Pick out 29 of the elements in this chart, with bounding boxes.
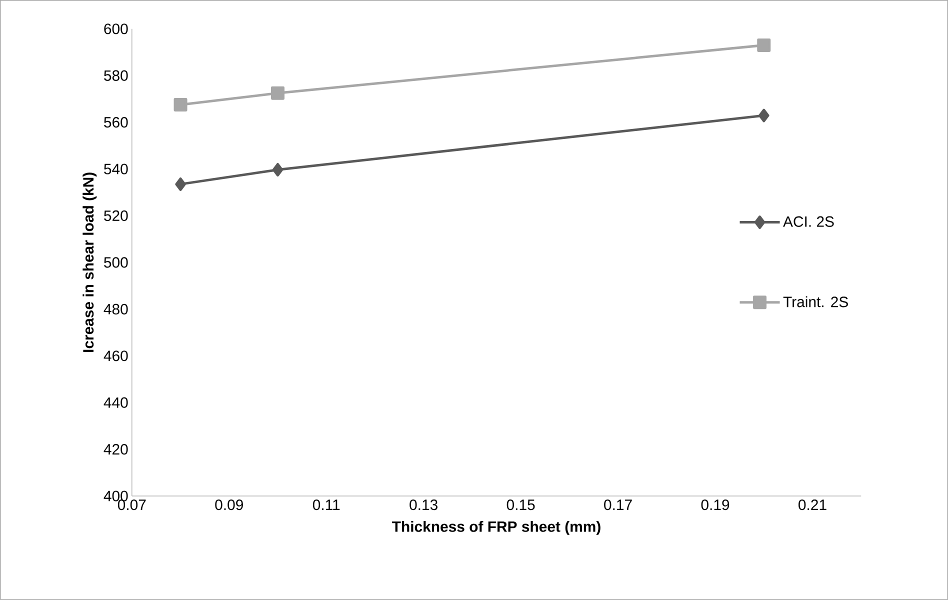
y-tick-label: 500 (104, 257, 128, 268)
x-tick-label: 0.09 (215, 500, 243, 510)
point (758, 108, 770, 122)
x-tick-label: 0.19 (701, 500, 730, 510)
x-tick-label: 0.17 (604, 500, 632, 510)
point (272, 163, 284, 177)
y-tick-label: 600 (104, 24, 128, 34)
x-tick-label: 0.15 (506, 500, 535, 510)
y-tick-label: 460 (104, 350, 128, 362)
x-tick-label: 0.11 (312, 500, 340, 510)
y-tick-label: 540 (104, 164, 128, 174)
y-tick-label: 420 (104, 444, 128, 455)
y-tick-label: 580 (104, 70, 128, 81)
legend-label: ACI. 2S (783, 216, 834, 227)
x-axis-title: Thickness of FRP sheet (mm) (392, 521, 600, 535)
legend-label: Traint. 2S (783, 296, 848, 308)
y-tick-label: 440 (104, 397, 128, 408)
point (757, 38, 771, 52)
x-tick-label: 0.07 (118, 500, 146, 510)
y-axis-title: Icrease in shear load (kN) (82, 172, 97, 352)
y-tick-label: 560 (104, 117, 128, 128)
point (175, 177, 186, 191)
y-tick-label: 520 (104, 210, 128, 222)
x-tick-label: 0.13 (410, 500, 438, 510)
y-tick-label: 400 (104, 490, 128, 502)
point (174, 98, 188, 112)
point (271, 86, 284, 100)
x-tick-label: 0.21 (798, 500, 826, 510)
y-tick-label: 480 (104, 304, 128, 314)
